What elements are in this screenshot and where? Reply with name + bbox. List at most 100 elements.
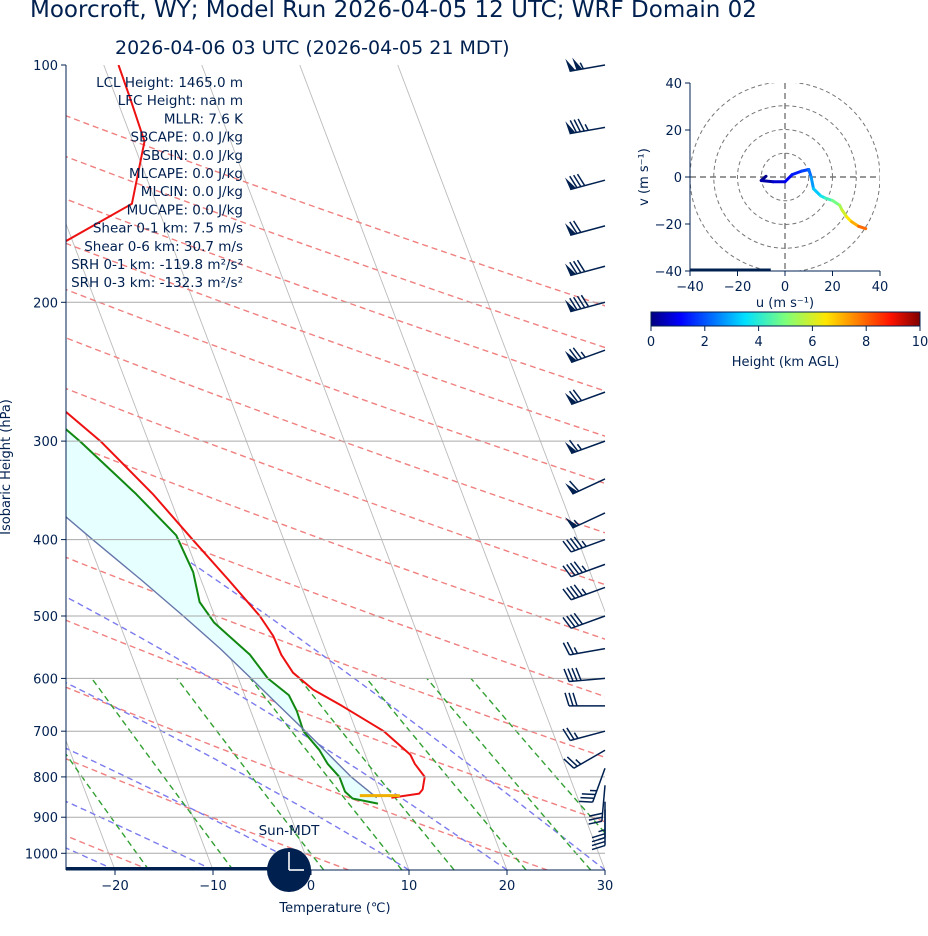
moist-adiabat xyxy=(66,681,410,870)
barb-full xyxy=(562,588,572,601)
mixing-ratio-line xyxy=(176,677,325,870)
stat-line: MLCAPE: 0.0 J/kg xyxy=(129,166,243,182)
barb-flag xyxy=(564,350,577,363)
dry-adiabat xyxy=(66,441,605,640)
barb-staff xyxy=(569,677,606,683)
barb-staff xyxy=(569,647,606,656)
barb-full xyxy=(563,668,570,682)
page-title: Moorcroft, WY; Model Run 2026-04-05 12 U… xyxy=(30,0,757,23)
dry-adiabat xyxy=(66,242,605,437)
barb-full xyxy=(573,119,582,133)
mixing-ratio-lines xyxy=(66,677,605,870)
colorbar-label: Height (km AGL) xyxy=(732,355,840,370)
x-tick-label: −10 xyxy=(199,879,226,894)
barb-full xyxy=(562,540,572,553)
barb-full xyxy=(591,844,606,851)
stat-line: MUCAPE: 0.0 J/kg xyxy=(127,202,243,218)
barb-full xyxy=(569,562,580,575)
wind-barb xyxy=(562,561,606,578)
barb-full xyxy=(591,840,606,847)
hodo-y-tick-label: 20 xyxy=(665,124,682,139)
hodo-ring xyxy=(713,105,857,249)
y-tick-label: 400 xyxy=(33,534,58,549)
dry-adiabat xyxy=(66,619,605,823)
mixing-ratio-line xyxy=(366,677,527,870)
barb-full xyxy=(566,727,575,740)
barb-full xyxy=(569,585,580,598)
barb-flag xyxy=(572,57,583,71)
barb-full xyxy=(572,389,583,402)
barb-full xyxy=(569,537,580,550)
barb-staff xyxy=(591,767,606,803)
barb-full xyxy=(572,692,578,707)
clock-widget: Sun-MDT xyxy=(259,823,321,892)
barb-half xyxy=(598,836,606,841)
y-tick-label: 800 xyxy=(33,771,58,786)
barb-full xyxy=(580,796,595,800)
x-tick-label: 10 xyxy=(401,879,418,894)
barb-staff xyxy=(570,301,606,313)
dry-adiabat-lines xyxy=(66,115,605,870)
parcel-fill xyxy=(66,429,378,804)
barb-staff xyxy=(570,615,606,630)
isotherm xyxy=(66,222,312,870)
dry-adiabat xyxy=(66,288,605,485)
dry-adiabat xyxy=(66,115,605,307)
isotherm-grid xyxy=(66,65,605,870)
barb-full xyxy=(569,261,578,275)
y-tick-label: 500 xyxy=(33,610,58,625)
wind-barb xyxy=(564,173,606,191)
dry-adiabat xyxy=(66,155,605,349)
hodo-ring xyxy=(760,152,810,202)
barb-staff xyxy=(601,785,606,822)
mixing-ratio-line xyxy=(298,677,455,870)
stat-line: SRH 0-3 km: -132.3 m²/s² xyxy=(71,275,243,291)
hodo-segment xyxy=(812,187,823,198)
wind-barb xyxy=(564,439,606,455)
barb-full xyxy=(576,295,586,309)
barb-half xyxy=(581,540,587,547)
isotherm xyxy=(299,65,605,870)
barb-full xyxy=(569,480,580,492)
barb-staff xyxy=(570,349,606,364)
barb-full xyxy=(566,615,576,628)
barb-full xyxy=(580,294,590,308)
barb-full xyxy=(588,820,603,825)
hodo-y-tick-label: 0 xyxy=(674,171,682,186)
wind-barb xyxy=(564,692,605,707)
barb-full xyxy=(588,816,603,821)
mixing-ratio-line xyxy=(249,677,403,870)
barb-flag xyxy=(564,263,577,276)
dry-adiabat xyxy=(66,497,605,698)
barb-full xyxy=(579,800,593,803)
x-tick-label: −20 xyxy=(101,879,128,894)
parcel-area-fill xyxy=(66,429,378,804)
moon-night-icon xyxy=(267,848,311,892)
barb-flag xyxy=(565,483,578,495)
barb-full xyxy=(572,347,583,360)
sounding-profiles xyxy=(66,65,426,805)
wind-barb xyxy=(565,57,606,72)
barb-full xyxy=(589,812,603,817)
barb-full xyxy=(564,692,570,707)
y-axis: 100 200 300 400 500 600 700 800 900 1000 xyxy=(25,59,67,870)
barb-full xyxy=(591,832,606,839)
x-tick-label: 20 xyxy=(499,879,516,894)
dewpoint-line xyxy=(66,428,379,805)
dry-adiabat xyxy=(66,198,605,392)
stats-panel: LCL Height: 1465.0 m LFC Height: nan m MLL… xyxy=(71,75,244,291)
y-axis-label: Isobaric Height (hPa) xyxy=(0,399,14,535)
barb-staff xyxy=(570,586,606,601)
hodo-x-tick-label: 0 xyxy=(781,280,789,295)
colorbar-tick-label: 8 xyxy=(862,335,870,350)
temperature-line xyxy=(66,65,426,799)
clock-label: Sun-MDT xyxy=(259,823,321,839)
stat-line: SBCAPE: 0.0 J/kg xyxy=(131,130,243,146)
colorbar-tick-label: 6 xyxy=(808,335,816,350)
height-colorbar: 0 2 4 6 8 10 Height (km AGL) xyxy=(647,311,928,370)
y-tick-label: 200 xyxy=(33,296,58,311)
barb-full xyxy=(576,259,586,273)
barb-flag xyxy=(564,441,577,454)
barb-full xyxy=(576,173,586,187)
